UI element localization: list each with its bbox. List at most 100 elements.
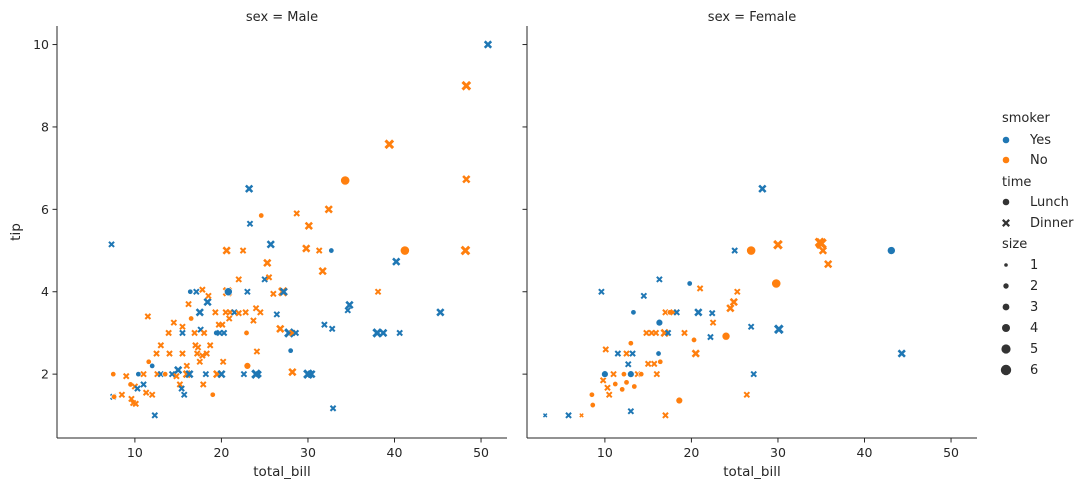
scatter-point: [251, 369, 261, 380]
scatter-point: [460, 245, 471, 256]
scatter-point: [721, 331, 731, 341]
scatter-point: [203, 297, 212, 307]
scatter-point: [731, 247, 738, 254]
y-tick-label: 10: [33, 37, 49, 52]
scatter-point: [111, 393, 118, 400]
scatter-point: [307, 370, 316, 379]
scatter-point: [199, 286, 206, 293]
scatter-point: [302, 244, 311, 253]
scatter-point: [258, 212, 265, 219]
scatter-point: [673, 309, 680, 316]
scatter-point: [244, 288, 251, 296]
scatter-point: [640, 292, 648, 300]
scatter-point: [151, 412, 159, 419]
legend-title-size: size: [1002, 237, 1027, 252]
scatter-point: [153, 350, 160, 357]
scatter-point: [565, 412, 572, 419]
scatter-point: [244, 184, 254, 193]
scatter-point: [166, 350, 173, 357]
scatter-point: [623, 350, 630, 357]
scatter-point: [653, 370, 661, 378]
scatter-point: [602, 346, 610, 353]
scatter-point: [650, 360, 658, 368]
scatter-point: [318, 267, 327, 276]
scatter-point: [165, 329, 172, 337]
scatter-point: [273, 311, 281, 318]
scatter-point: [134, 385, 141, 392]
scatter-point: [293, 210, 300, 217]
scatter-point: [178, 385, 185, 392]
scatter-point: [145, 358, 152, 365]
scatter-point: [436, 308, 445, 317]
scatter-point: [344, 306, 352, 314]
scatter-point: [193, 350, 201, 357]
scatter-point: [140, 370, 147, 378]
scatter-point: [183, 362, 191, 370]
scatter-point: [707, 333, 714, 341]
scatter-point: [149, 362, 156, 369]
scatter-point: [897, 349, 906, 358]
scatter-point: [142, 389, 150, 396]
legend-label-dinner: Dinner: [1030, 216, 1074, 231]
scatter-point: [220, 329, 228, 337]
legend-label-size-4: 4: [1030, 321, 1038, 336]
scatter-point: [655, 350, 662, 357]
scatter-point: [321, 321, 328, 328]
scatter-point: [253, 348, 261, 355]
scatter-point: [384, 139, 395, 150]
scatter-point: [624, 360, 632, 368]
scatter-point: [887, 246, 896, 255]
points-female: [542, 184, 906, 419]
scatter-point: [180, 391, 188, 399]
scatter-point: [157, 342, 165, 349]
legend-marker-size-2: [1003, 283, 1009, 289]
legend-label-yes: Yes: [1029, 133, 1051, 148]
scatter-point: [627, 407, 635, 415]
scatter-point: [162, 371, 169, 378]
scatter-point: [276, 324, 285, 333]
facet-title-male: sex = Male: [246, 10, 318, 25]
scatter-point: [734, 288, 741, 296]
scatter-point: [462, 175, 471, 184]
scatter-point: [110, 371, 117, 378]
x-ticks-male: 10 20 30 40 50: [127, 438, 489, 460]
x-tick-label: 30: [770, 445, 786, 460]
legend: smoker Yes No time Lunch Dinner size 1 2…: [1000, 111, 1074, 378]
scatter-point: [176, 381, 184, 388]
scatter-point: [202, 370, 210, 378]
scatter-point: [686, 280, 693, 287]
y-tick-label: 2: [41, 367, 49, 382]
legend-label-lunch: Lunch: [1030, 195, 1069, 210]
scatter-point: [193, 288, 200, 296]
x-tick-label: 10: [127, 445, 143, 460]
scatter-point: [196, 358, 204, 366]
scatter-point: [681, 329, 688, 337]
scatter-point: [187, 288, 194, 295]
scatter-point: [655, 318, 664, 327]
scatter-point: [194, 344, 202, 351]
scatter-point: [627, 370, 635, 378]
scatter-point: [174, 365, 183, 375]
legend-marker-no: [1002, 156, 1010, 164]
x-tick-label: 30: [300, 445, 316, 460]
scatter-point: [261, 276, 268, 283]
legend-label-size-3: 3: [1030, 300, 1038, 315]
legend-label-size-6: 6: [1030, 363, 1038, 378]
scatter-point: [250, 317, 257, 324]
x-axis-label-female: total_bill: [723, 464, 780, 480]
legend-marker-yes: [1002, 136, 1010, 144]
x-axis-label-male: total_bill: [253, 464, 310, 480]
scatter-point: [315, 247, 323, 254]
y-axis-label: tip: [8, 223, 24, 241]
scatter-point: [815, 237, 827, 250]
x-ticks-female: 10 20 30 40 50: [597, 438, 959, 460]
scatter-point: [824, 260, 833, 269]
x-tick-label: 40: [857, 445, 873, 460]
scatter-point: [614, 350, 622, 357]
scatter-point: [179, 323, 186, 331]
scatter-point: [696, 285, 704, 292]
scatter-point: [620, 371, 627, 378]
facet-title-female: sex = Female: [708, 10, 796, 25]
